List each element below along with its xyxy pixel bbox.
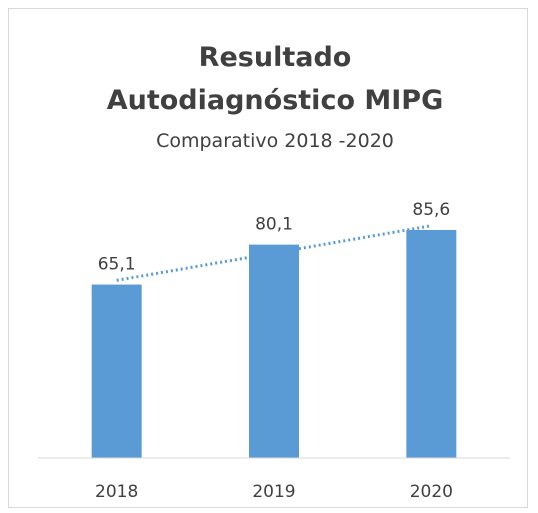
x-tick-label: 2018 — [95, 482, 138, 502]
data-label: 65,1 — [98, 255, 136, 275]
trendline — [116, 224, 432, 282]
bar — [249, 244, 299, 458]
chart-frame — [8, 8, 528, 508]
bar — [406, 229, 457, 458]
chart-title: Resultado Autodiagnóstico MIPG — [106, 42, 444, 116]
data-label: 80,1 — [255, 215, 293, 235]
bar — [91, 284, 142, 458]
chart-subtitle: Comparativo 2018 -2020 — [156, 130, 394, 152]
data-label: 85,6 — [412, 200, 450, 220]
x-tick-label: 2019 — [252, 482, 295, 502]
x-tick-label: 2020 — [410, 482, 453, 502]
